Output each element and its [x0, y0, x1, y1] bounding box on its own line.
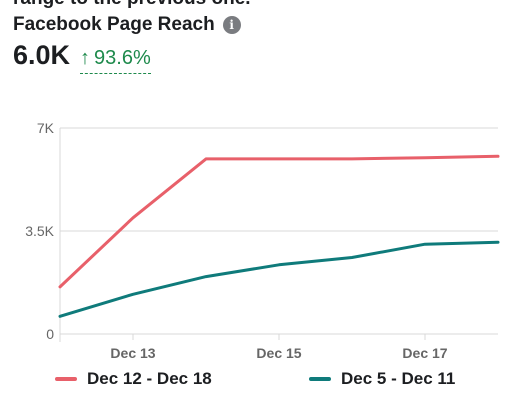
- clipped-description-text: range to the previous one.: [13, 0, 251, 10]
- change-percent: 93.6%: [94, 47, 151, 69]
- legend-swatch-1: [309, 377, 331, 381]
- x-tick-label-2: Dec 17: [402, 345, 447, 361]
- up-arrow-icon: ↑: [80, 47, 91, 69]
- legend-label-1: Dec 5 - Dec 11: [341, 369, 456, 388]
- legend-item-1[interactable]: Dec 5 - Dec 11: [309, 369, 455, 389]
- y-tick-label-1: 3.5K: [25, 223, 54, 239]
- title-row: Facebook Page Reach i: [13, 14, 241, 36]
- x-tick-label-0: Dec 13: [110, 345, 155, 361]
- x-tick-label-1: Dec 15: [256, 345, 301, 361]
- legend: Dec 12 - Dec 18 Dec 5 - Dec 11: [0, 369, 521, 395]
- legend-swatch-0: [55, 377, 77, 381]
- y-tick-label-2: 7K: [37, 120, 55, 136]
- y-tick-label-0: 0: [46, 326, 54, 342]
- change-badge[interactable]: ↑ 93.6%: [80, 47, 151, 74]
- metric-row: 6.0K ↑ 93.6%: [13, 40, 151, 74]
- metric-value: 6.0K: [13, 40, 71, 70]
- legend-item-0[interactable]: Dec 12 - Dec 18: [55, 369, 212, 389]
- chart-title: Facebook Page Reach: [13, 14, 215, 35]
- series-line-1: [58, 240, 500, 318]
- legend-label-0: Dec 12 - Dec 18: [87, 369, 212, 388]
- series-line-0: [58, 154, 500, 289]
- line-chart: 0 3.5K 7K Dec 13 Dec 15 Dec 17: [25, 120, 500, 361]
- info-icon[interactable]: i: [222, 16, 241, 34]
